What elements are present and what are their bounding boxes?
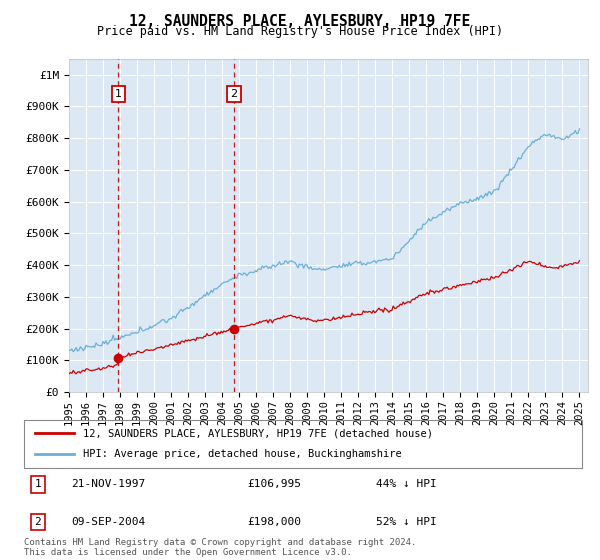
Text: £198,000: £198,000: [247, 517, 301, 527]
Text: Price paid vs. HM Land Registry's House Price Index (HPI): Price paid vs. HM Land Registry's House …: [97, 25, 503, 38]
Text: HPI: Average price, detached house, Buckinghamshire: HPI: Average price, detached house, Buck…: [83, 449, 401, 459]
Text: 1: 1: [115, 88, 122, 99]
Text: 21-NOV-1997: 21-NOV-1997: [71, 479, 146, 489]
Text: 2: 2: [35, 517, 41, 527]
Text: 44% ↓ HPI: 44% ↓ HPI: [376, 479, 436, 489]
Text: £106,995: £106,995: [247, 479, 301, 489]
Text: Contains HM Land Registry data © Crown copyright and database right 2024.
This d: Contains HM Land Registry data © Crown c…: [24, 538, 416, 557]
Text: 1: 1: [35, 479, 41, 489]
Text: 12, SAUNDERS PLACE, AYLESBURY, HP19 7FE: 12, SAUNDERS PLACE, AYLESBURY, HP19 7FE: [130, 14, 470, 29]
Text: 09-SEP-2004: 09-SEP-2004: [71, 517, 146, 527]
Text: 2: 2: [230, 88, 238, 99]
Text: 52% ↓ HPI: 52% ↓ HPI: [376, 517, 436, 527]
Text: 12, SAUNDERS PLACE, AYLESBURY, HP19 7FE (detached house): 12, SAUNDERS PLACE, AYLESBURY, HP19 7FE …: [83, 428, 433, 438]
